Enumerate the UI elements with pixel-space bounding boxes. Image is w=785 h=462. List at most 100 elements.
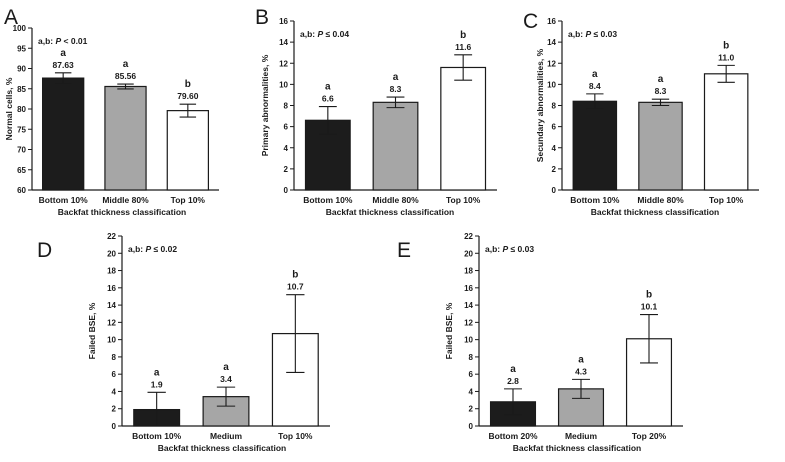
value-label-e-1: 2.8: [507, 376, 519, 386]
y-tick-label: 10: [279, 80, 288, 89]
annotation-suffix: ≤ 0.02: [151, 244, 177, 254]
y-tick-label: 14: [107, 301, 116, 310]
annotation-suffix: ≤ 0.03: [591, 29, 617, 39]
panel-a: A 60 65 70 75 80 85 90 95 100 Normal cells, % a,b: …: [4, 6, 219, 217]
bar-c-1: [572, 100, 618, 191]
panel-letter-a: A: [4, 6, 18, 29]
x-category-label: Medium: [565, 431, 598, 441]
significance-annotation: a,b: P < 0.01: [38, 36, 88, 46]
sig-letter-e-3: b: [646, 290, 652, 301]
value-label-b-3: 11.6: [455, 42, 471, 52]
x-category-label: Middle 80%: [637, 195, 684, 205]
value-label-c-1: 8.4: [589, 81, 601, 91]
sig-letter-a-3: b: [185, 79, 191, 90]
value-label-d-2: 3.4: [220, 374, 232, 384]
annotation-p: P: [55, 36, 61, 46]
x-category-label: Top 10%: [171, 195, 206, 205]
y-tick-label: 0: [284, 186, 289, 195]
y-tick-label: 20: [107, 249, 116, 258]
y-tick-label: 14: [547, 38, 556, 47]
y-tick-label: 4: [552, 144, 557, 153]
sig-letter-a-2: a: [123, 59, 129, 70]
y-tick-label: 8: [469, 353, 474, 362]
y-axis-title: Primary abnormalities, %: [260, 54, 270, 156]
y-axis-title: Secundary abnormalities, %: [535, 48, 545, 162]
bar-b-3: [440, 66, 487, 191]
x-category-label: Top 10%: [709, 195, 744, 205]
y-tick-label: 4: [112, 387, 117, 396]
annotation-suffix: ≤ 0.03: [508, 244, 534, 254]
bar-a-2: [104, 85, 147, 191]
y-tick-label: 14: [279, 38, 288, 47]
sig-letter-e-1: a: [510, 364, 516, 375]
y-tick-label: 0: [552, 186, 557, 195]
y-tick-label: 2: [112, 405, 117, 414]
x-category-label: Top 10%: [446, 195, 481, 205]
x-category-label: Top 10%: [278, 431, 313, 441]
value-label-a-2: 85.56: [115, 71, 137, 81]
y-tick-label: 8: [112, 353, 117, 362]
panel-d: D 0 2 4 6 8 10 12 14 16 18 20 22 Failed BSE, % a,b: P …: [37, 232, 330, 453]
bar-b-2: [372, 101, 419, 191]
x-category-label: Middle 80%: [102, 195, 149, 205]
y-tick-label: 6: [112, 370, 117, 379]
bar-c-2: [638, 101, 683, 191]
y-tick-label: 12: [464, 318, 473, 327]
x-axis-title: Backfat thickness classification: [158, 443, 287, 453]
sig-letter-e-2: a: [578, 354, 584, 365]
panel-letter-d: D: [37, 239, 52, 262]
bar-c-3: [703, 73, 749, 191]
annotation-prefix: a,b:: [568, 29, 585, 39]
y-tick-label: 12: [107, 318, 116, 327]
y-tick-label: 0: [112, 422, 117, 431]
significance-annotation: a,b: P ≤ 0.02: [128, 244, 177, 254]
value-label-c-3: 11.0: [718, 52, 734, 62]
value-label-e-3: 10.1: [641, 302, 658, 312]
x-axis-title: Backfat thickness classification: [513, 443, 642, 453]
y-tick-label: 16: [279, 17, 288, 26]
value-label-e-2: 4.3: [575, 366, 587, 376]
x-category-label: Bottom 10%: [570, 195, 620, 205]
sig-letter-c-3: b: [723, 40, 729, 51]
y-tick-label: 12: [279, 59, 288, 68]
y-tick-label: 75: [17, 125, 26, 134]
sig-letter-d-2: a: [223, 362, 229, 373]
x-category-label: Bottom 20%: [488, 431, 538, 441]
annotation-prefix: a,b:: [485, 244, 502, 254]
y-tick-label: 10: [107, 336, 116, 345]
y-tick-label: 6: [552, 123, 557, 132]
sig-letter-b-2: a: [393, 72, 399, 83]
y-tick-label: 4: [284, 144, 289, 153]
bar-a-1: [41, 77, 85, 191]
y-tick-label: 80: [17, 105, 26, 114]
annotation-prefix: a,b:: [300, 29, 317, 39]
y-tick-label: 6: [284, 123, 289, 132]
y-tick-label: 85: [17, 85, 26, 94]
y-tick-label: 2: [284, 165, 289, 174]
sig-letter-b-3: b: [460, 30, 466, 41]
y-tick-label: 2: [469, 405, 474, 414]
x-category-label: Bottom 10%: [39, 195, 89, 205]
y-tick-label: 0: [469, 422, 474, 431]
significance-annotation: a,b: P ≤ 0.03: [485, 244, 534, 254]
value-label-c-2: 8.3: [655, 86, 667, 96]
y-tick-label: 100: [13, 24, 27, 33]
value-label-d-1: 1.9: [151, 379, 163, 389]
x-category-label: Bottom 10%: [303, 195, 353, 205]
y-tick-label: 6: [469, 370, 474, 379]
annotation-suffix: ≤ 0.04: [323, 29, 349, 39]
sig-letter-b-1: a: [325, 82, 331, 93]
y-tick-label: 18: [107, 267, 116, 276]
y-tick-label: 16: [107, 284, 116, 293]
y-tick-label: 2: [552, 165, 557, 174]
x-axis-title: Backfat thickness classification: [326, 207, 455, 217]
x-axis-title: Backfat thickness classification: [591, 207, 720, 217]
x-category-label: Top 20%: [632, 431, 667, 441]
panel-letter-c: C: [523, 10, 538, 33]
annotation-p: P: [317, 29, 323, 39]
panel-c: C 0 2 4 6 8 10 12 14 16 Secundary abnormalities, %…: [523, 10, 759, 217]
value-label-b-2: 8.3: [390, 84, 402, 94]
sig-letter-a-1: a: [60, 48, 66, 59]
value-label-a-3: 79.60: [177, 91, 199, 101]
x-category-label: Bottom 10%: [132, 431, 182, 441]
